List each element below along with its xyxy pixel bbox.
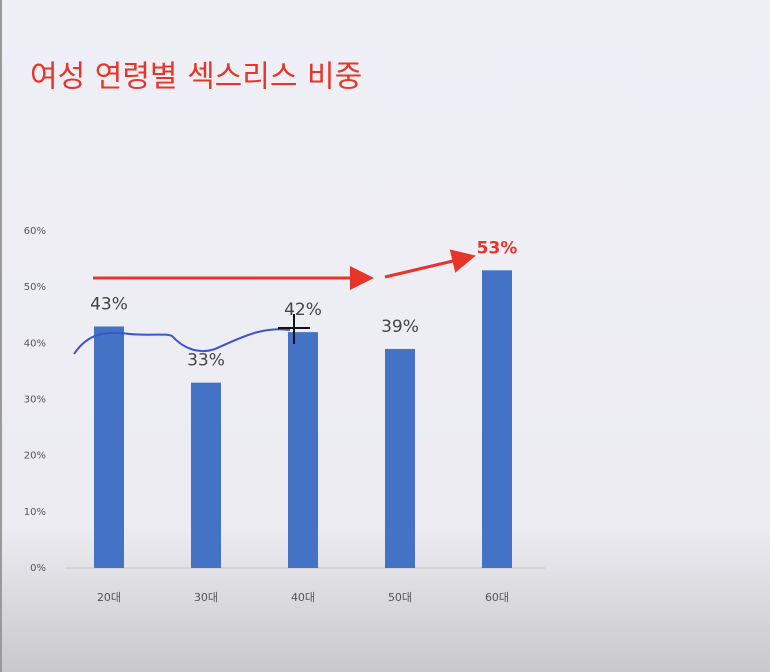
bar	[482, 270, 512, 568]
y-tick-label: 0%	[30, 563, 46, 574]
plot: 0% 10% 20% 30% 40% 50% 60% 20대 43% 30대 33% 40대 42% 50…	[24, 226, 518, 604]
y-tick-label: 10%	[24, 507, 46, 518]
chart-title: 여성 연령별 섹스리스 비중	[30, 60, 362, 95]
y-tick-label: 50%	[24, 282, 46, 293]
value-label: 53%	[477, 238, 518, 258]
cursor	[278, 314, 310, 344]
x-tick-label: 20대	[97, 591, 121, 604]
value-label: 42%	[284, 300, 322, 320]
arrow	[384, 249, 476, 279]
y-tick-label: 60%	[24, 226, 46, 237]
value-label: 33%	[187, 351, 225, 371]
x-tick-label: 40대	[291, 591, 315, 604]
y-tick-label: 30%	[24, 395, 46, 406]
bar	[385, 348, 415, 568]
x-tick-label: 60대	[485, 591, 509, 604]
bar	[191, 382, 221, 568]
value-label: 39%	[381, 317, 419, 337]
value-label: 43%	[90, 294, 128, 314]
bar	[288, 332, 318, 568]
x-tick-label: 30대	[194, 591, 218, 604]
x-tick-label: 50대	[388, 591, 412, 604]
bar	[94, 326, 124, 568]
y-tick-label: 20%	[24, 451, 46, 462]
annotation-stroke	[73, 328, 291, 355]
y-tick-label: 40%	[24, 338, 46, 349]
